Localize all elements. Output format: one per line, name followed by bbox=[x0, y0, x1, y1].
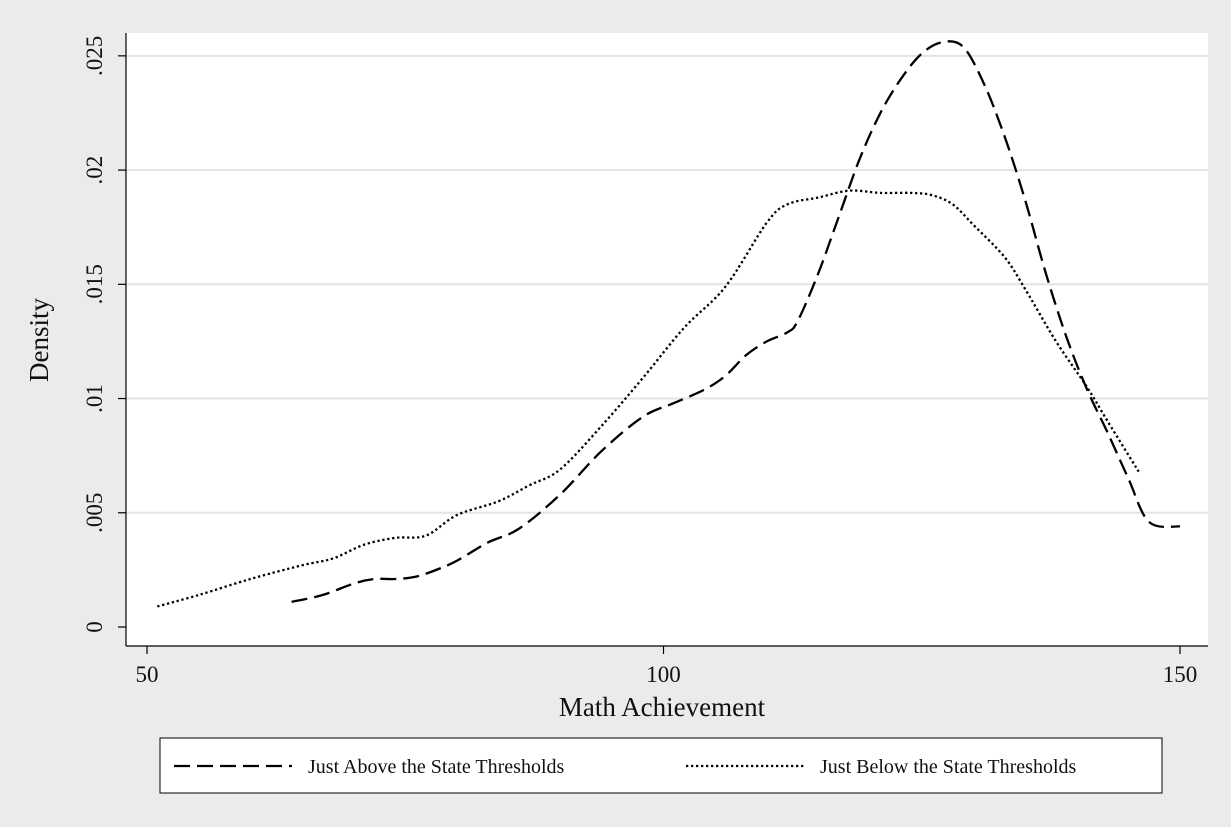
x-axis-title: Math Achievement bbox=[559, 692, 766, 722]
series-lines bbox=[157, 40, 1181, 608]
series-line-below bbox=[157, 189, 1140, 608]
series-line-above bbox=[291, 40, 1181, 603]
x-axis: 50 100 150 bbox=[126, 645, 1208, 687]
y-axis: 0 .005 .01 .015 .02 .025 bbox=[82, 33, 127, 646]
legend-label-above: Just Above the State Thresholds bbox=[308, 756, 564, 778]
legend-label-below: Just Below the State Thresholds bbox=[820, 756, 1076, 778]
y-tick-label: .005 bbox=[82, 493, 107, 533]
legend-box bbox=[159, 737, 1163, 794]
y-axis-title: Density bbox=[24, 298, 54, 382]
y-tick-label: 0 bbox=[82, 621, 107, 633]
x-tick-label: 50 bbox=[136, 662, 159, 687]
y-tick-label: .025 bbox=[82, 36, 107, 76]
x-tick-label: 150 bbox=[1163, 662, 1198, 687]
x-tick-label: 100 bbox=[646, 662, 681, 687]
y-tick-label: .02 bbox=[82, 156, 107, 185]
grid-lines bbox=[127, 54, 1208, 514]
y-tick-label: .01 bbox=[82, 384, 107, 413]
plot-region bbox=[126, 33, 1208, 646]
legend: Just Above the State Thresholds Just Bel… bbox=[159, 737, 1163, 794]
y-tick-label: .015 bbox=[82, 264, 107, 304]
